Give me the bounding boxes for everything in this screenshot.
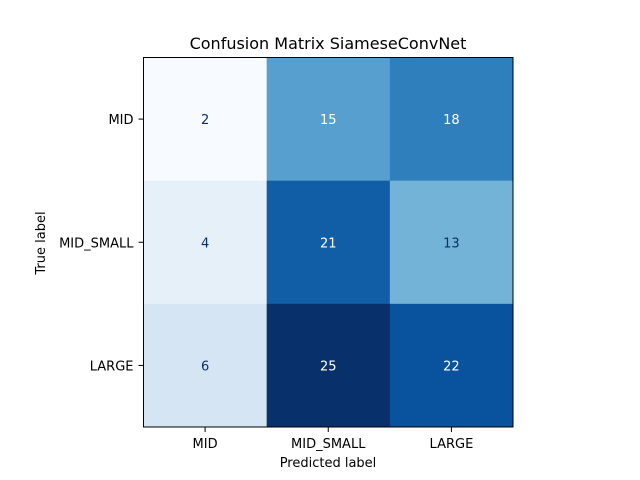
cell-value-label: 25 — [320, 359, 337, 374]
heatmap-cell — [389, 303, 514, 428]
heatmap-cell — [143, 57, 268, 182]
cell-value-label: 4 — [201, 236, 209, 251]
y-tick-label: LARGE — [90, 359, 134, 374]
heatmap-cell — [389, 180, 514, 305]
cell-value-label: 15 — [320, 113, 337, 128]
cell-value-label: 18 — [443, 113, 460, 128]
cell-value-label: 6 — [201, 359, 209, 374]
heatmap-cell — [266, 303, 391, 428]
y-axis-ticks: MID MID_SMALL LARGE — [59, 113, 144, 374]
heatmap-cell — [143, 303, 268, 428]
y-tick-label: MID — [108, 113, 133, 128]
cell-value-label: 2 — [201, 113, 209, 128]
chart-title: Confusion Matrix SiameseConvNet — [190, 34, 467, 53]
cell-value-label: 22 — [443, 359, 460, 374]
heatmap-cell — [143, 180, 268, 305]
heatmap-cell — [266, 180, 391, 305]
y-axis-label: True label — [34, 211, 49, 275]
cell-value-label: 21 — [320, 236, 337, 251]
y-tick-label: MID_SMALL — [59, 236, 134, 251]
heatmap-cell — [266, 57, 391, 182]
cell-value-label: 13 — [443, 236, 460, 251]
x-tick-label: MID_SMALL — [291, 437, 366, 452]
x-axis-ticks: MID MID_SMALL LARGE — [193, 427, 474, 452]
x-tick-label: MID — [193, 437, 218, 452]
x-axis-label: Predicted label — [280, 456, 377, 471]
cell-value-labels: 2 15 18 4 21 13 6 25 22 — [201, 113, 460, 374]
heatmap-cells — [143, 57, 514, 428]
x-tick-label: LARGE — [430, 437, 474, 452]
heatmap-cell — [389, 57, 514, 182]
